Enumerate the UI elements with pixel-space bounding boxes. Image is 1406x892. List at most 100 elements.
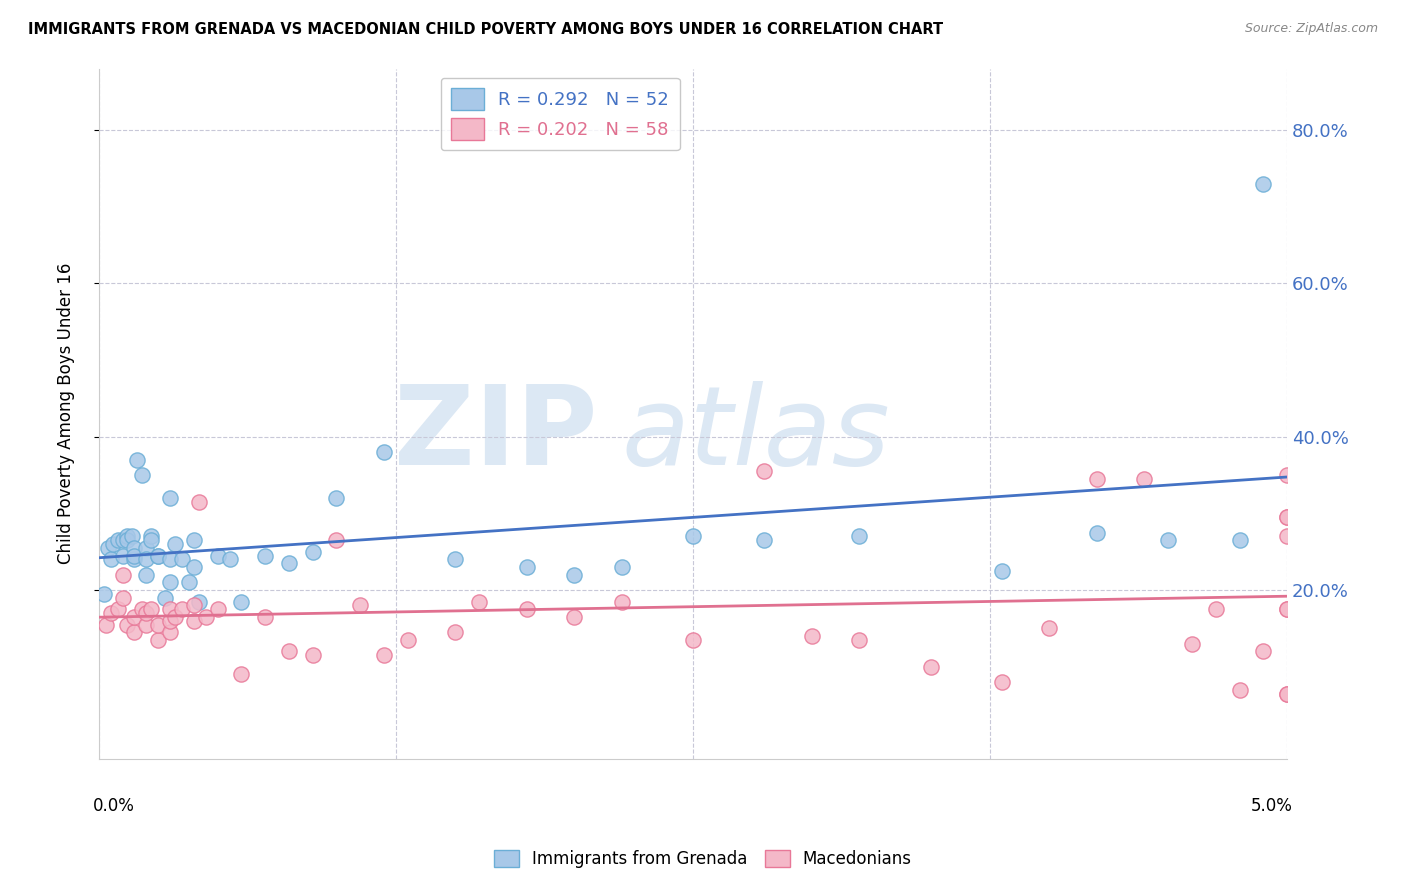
Point — [1253, 177, 1275, 191]
Point — [301, 545, 323, 559]
Point — [117, 617, 139, 632]
Point — [1205, 602, 1227, 616]
Point — [148, 549, 170, 563]
Point — [131, 468, 153, 483]
Point — [610, 594, 633, 608]
Point — [125, 452, 148, 467]
Point — [170, 602, 193, 616]
Point — [1133, 472, 1156, 486]
Legend: Immigrants from Grenada, Macedonians: Immigrants from Grenada, Macedonians — [488, 843, 918, 875]
Point — [159, 602, 181, 616]
Point — [1085, 472, 1108, 486]
Point — [231, 594, 253, 608]
Point — [800, 629, 823, 643]
Point — [124, 541, 146, 555]
Point — [177, 575, 200, 590]
Point — [163, 537, 186, 551]
Point — [183, 614, 205, 628]
Point — [1275, 510, 1298, 524]
Point — [183, 599, 205, 613]
Point — [373, 648, 395, 663]
Point — [610, 560, 633, 574]
Point — [97, 541, 120, 555]
Point — [135, 541, 157, 555]
Point — [848, 632, 870, 647]
Point — [124, 625, 146, 640]
Point — [183, 560, 205, 574]
Point — [148, 617, 170, 632]
Point — [1275, 602, 1298, 616]
Point — [1038, 621, 1060, 635]
Point — [1275, 687, 1298, 701]
Point — [183, 533, 205, 548]
Point — [1085, 525, 1108, 540]
Point — [444, 552, 467, 566]
Point — [159, 552, 181, 566]
Point — [920, 659, 942, 673]
Y-axis label: Child Poverty Among Boys Under 16: Child Poverty Among Boys Under 16 — [58, 263, 75, 565]
Point — [1275, 529, 1298, 543]
Point — [991, 564, 1014, 578]
Point — [94, 617, 117, 632]
Point — [254, 549, 277, 563]
Point — [121, 529, 143, 543]
Point — [117, 533, 139, 548]
Point — [682, 529, 704, 543]
Point — [111, 567, 134, 582]
Point — [100, 552, 122, 566]
Point — [111, 591, 134, 605]
Point — [1229, 682, 1251, 697]
Point — [562, 610, 585, 624]
Point — [277, 556, 299, 570]
Point — [159, 614, 181, 628]
Point — [516, 602, 538, 616]
Point — [301, 648, 323, 663]
Point — [1157, 533, 1180, 548]
Text: 5.0%: 5.0% — [1251, 797, 1294, 814]
Point — [148, 632, 170, 647]
Point — [124, 549, 146, 563]
Point — [139, 602, 162, 616]
Text: 0.0%: 0.0% — [93, 797, 135, 814]
Point — [231, 667, 253, 681]
Point — [111, 549, 134, 563]
Point — [682, 632, 704, 647]
Point — [135, 552, 157, 566]
Point — [468, 594, 491, 608]
Point — [155, 591, 177, 605]
Point — [194, 610, 217, 624]
Point — [848, 529, 870, 543]
Point — [187, 594, 209, 608]
Text: Source: ZipAtlas.com: Source: ZipAtlas.com — [1244, 22, 1378, 36]
Point — [187, 495, 209, 509]
Point — [124, 610, 146, 624]
Point — [159, 575, 181, 590]
Point — [135, 617, 157, 632]
Point — [218, 552, 240, 566]
Point — [1275, 687, 1298, 701]
Point — [754, 533, 776, 548]
Point — [754, 464, 776, 478]
Point — [1229, 533, 1251, 548]
Point — [131, 602, 153, 616]
Point — [101, 537, 124, 551]
Point — [277, 644, 299, 658]
Point — [349, 599, 371, 613]
Point — [124, 552, 146, 566]
Point — [325, 533, 347, 548]
Point — [139, 529, 162, 543]
Point — [159, 625, 181, 640]
Point — [100, 606, 122, 620]
Point — [163, 610, 186, 624]
Point — [111, 533, 134, 548]
Point — [562, 567, 585, 582]
Point — [1181, 637, 1204, 651]
Point — [148, 549, 170, 563]
Point — [207, 602, 229, 616]
Point — [135, 567, 157, 582]
Point — [170, 552, 193, 566]
Point — [373, 445, 395, 459]
Text: IMMIGRANTS FROM GRENADA VS MACEDONIAN CHILD POVERTY AMONG BOYS UNDER 16 CORRELAT: IMMIGRANTS FROM GRENADA VS MACEDONIAN CH… — [28, 22, 943, 37]
Point — [1275, 468, 1298, 483]
Point — [254, 610, 277, 624]
